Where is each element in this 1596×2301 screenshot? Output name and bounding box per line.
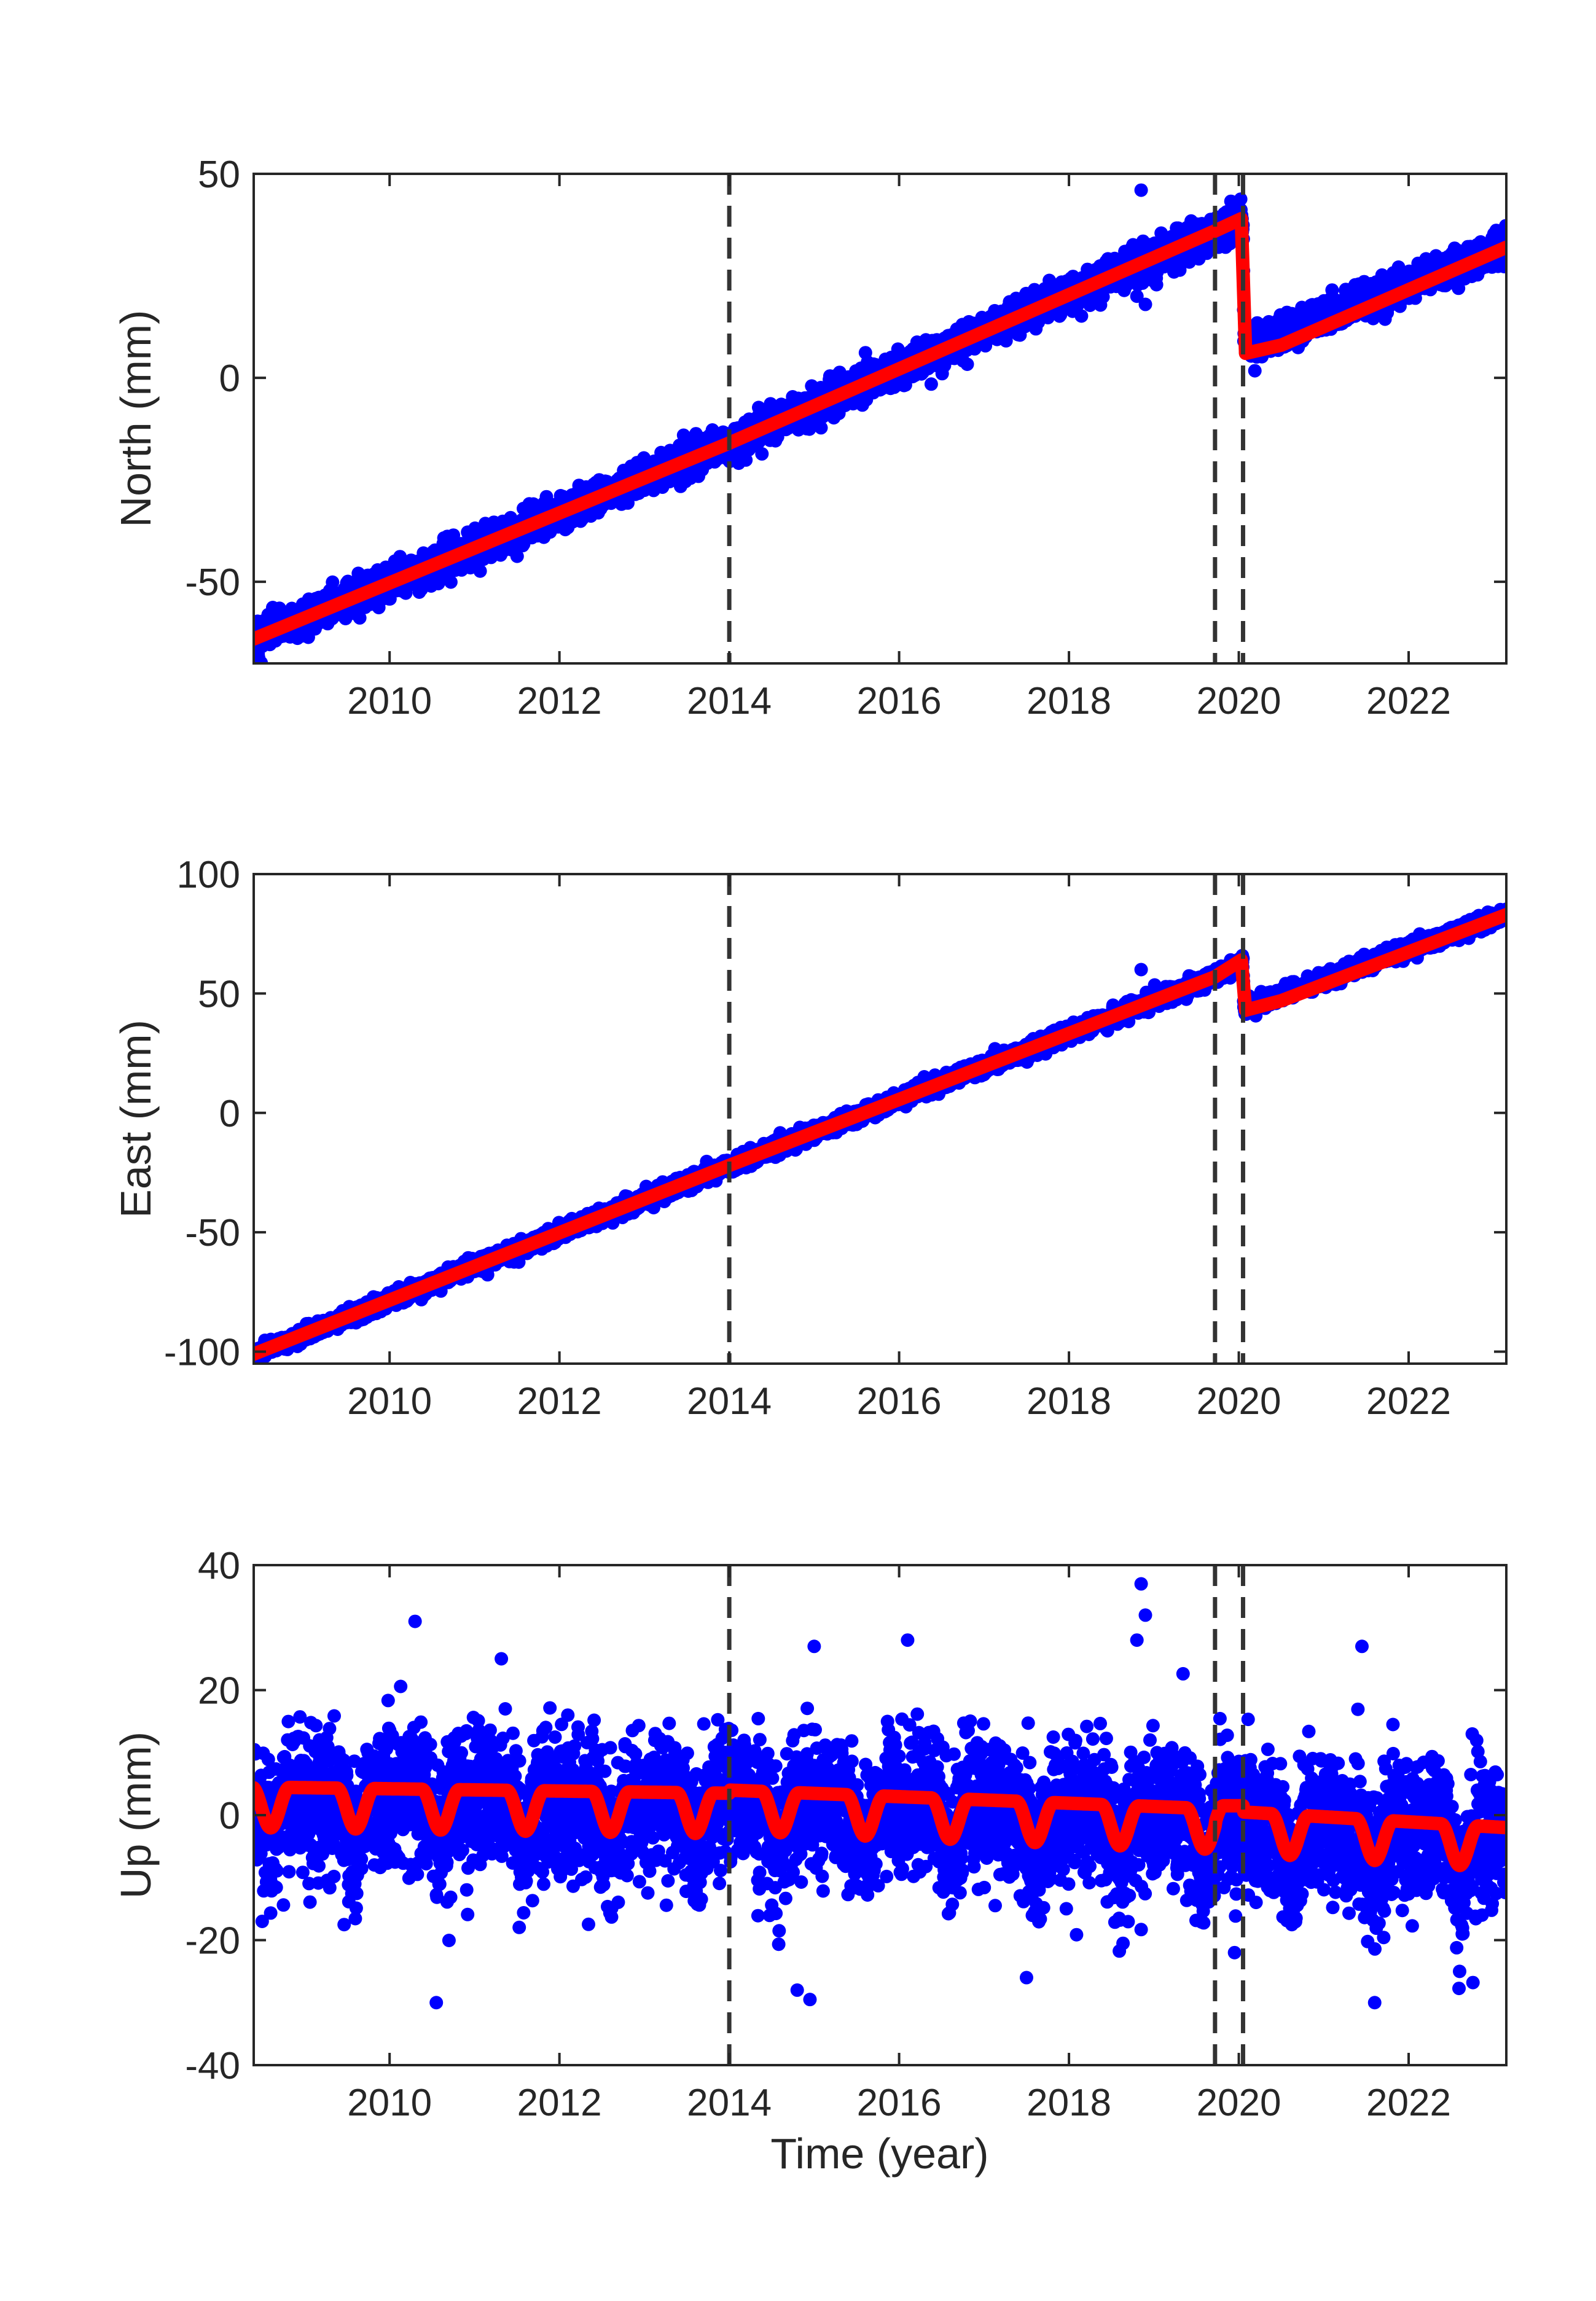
observed-point — [960, 357, 974, 371]
observed-point — [924, 377, 938, 391]
observed-point — [254, 655, 268, 663]
observed-point — [444, 575, 458, 589]
observed-point — [1248, 364, 1262, 378]
observed-point — [510, 549, 524, 563]
north-panel: 2010 2012 2014 2016 2018 2020 2022-50050North … — [112, 154, 1508, 722]
observed-point — [473, 564, 487, 578]
observed-point — [353, 611, 367, 625]
observed-point — [1074, 309, 1089, 323]
observed-point — [739, 453, 753, 467]
observed-point — [1234, 192, 1248, 206]
plot-content — [254, 174, 1506, 663]
observed-point — [1149, 278, 1164, 292]
observed-point — [326, 575, 340, 589]
observed-point — [814, 421, 828, 435]
observed-point — [755, 447, 769, 461]
plot-area — [254, 174, 1506, 663]
